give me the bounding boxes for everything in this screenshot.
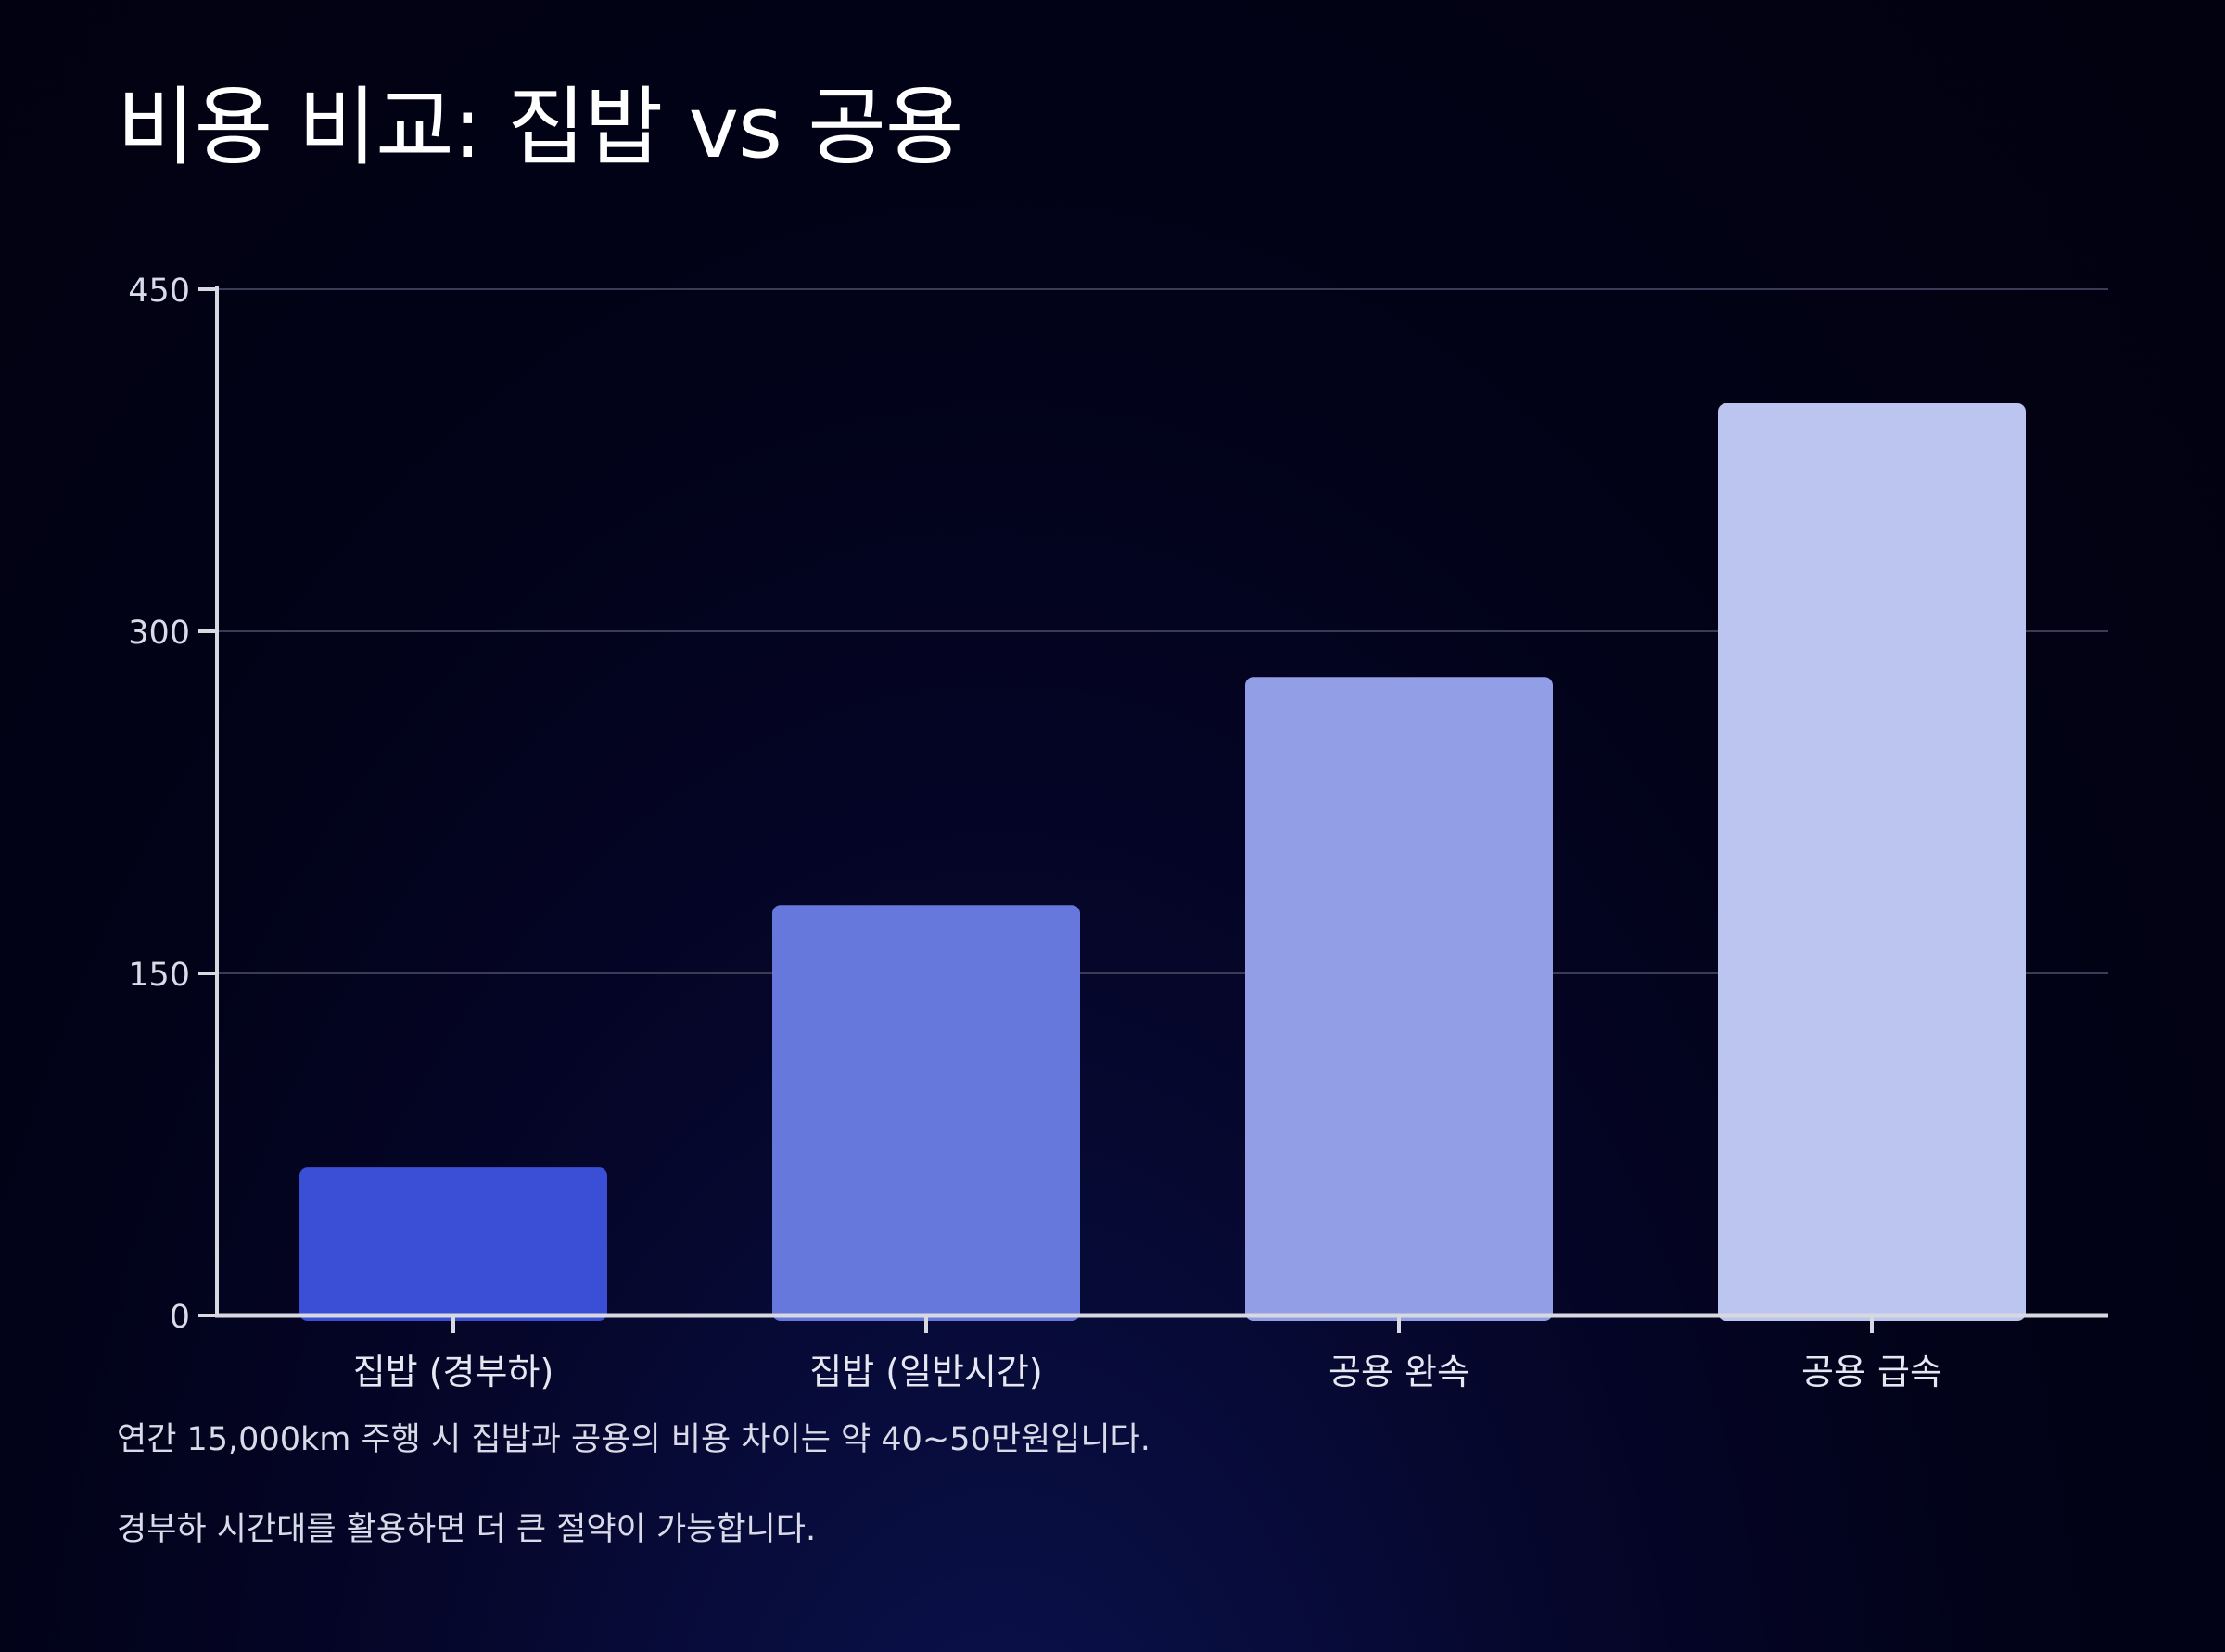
footnote-off-peak-tip: 경부하 시간대를 활용하면 더 큰 절약이 가능합니다. (117, 1511, 817, 1548)
bar (299, 1167, 607, 1321)
bar-chart: 0 150 300 450 집밥 (경부하) 집밥 (일반시간) 공용 완속 공용 급속 (128, 273, 2108, 1391)
bars (299, 403, 2026, 1321)
bar (772, 905, 1080, 1321)
y-tick-label: 450 (128, 273, 190, 310)
footnote-cost-difference: 연간 15,000km 주행 시 집밥과 공용의 비용 차이는 약 40~50만… (117, 1421, 1151, 1458)
x-tick-label: 집밥 (일반시간) (809, 1352, 1043, 1391)
tick-labels: 0 150 300 450 집밥 (경부하) 집밥 (일반시간) 공용 완속 공용 급속 (128, 273, 1942, 1391)
chart-title: 비용 비교: 집밥 vs 공용 (117, 78, 963, 177)
axes (198, 286, 2108, 1333)
bar (1245, 677, 1553, 1321)
x-tick-label: 공용 급속 (1801, 1352, 1942, 1391)
x-tick-label: 공용 완속 (1329, 1352, 1469, 1391)
y-tick-label: 0 (170, 1299, 190, 1336)
x-tick-label: 집밥 (경부하) (353, 1352, 554, 1391)
y-tick-label: 150 (128, 957, 190, 994)
bar (1718, 403, 2026, 1321)
y-tick-label: 300 (128, 615, 190, 652)
